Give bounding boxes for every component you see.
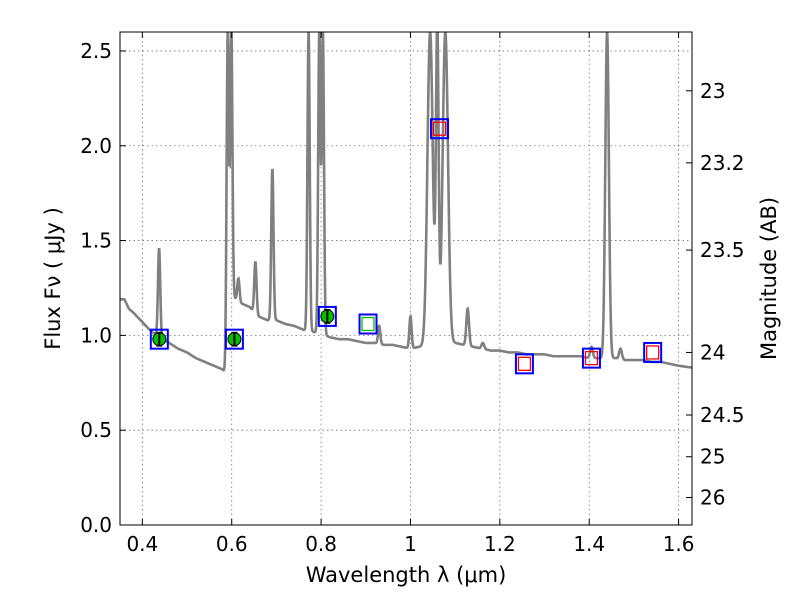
y-tick-label: 1.0 [80,323,112,347]
y2-axis-label: Magnitude (AB) [757,197,781,360]
y2-tick-label: 25 [700,445,725,469]
model-spectrum-line [120,32,692,372]
photometry-point-upper [643,341,663,363]
model-flux-box [514,353,534,375]
model-flux-box [149,328,169,350]
inner-marker [584,350,599,366]
x-tick-label: 1 [404,532,417,556]
y-tick-label: 2.5 [80,39,112,63]
y-tick-label: 2.0 [80,134,112,158]
x-tick-label: 0.8 [305,532,337,556]
photometry-points [149,118,663,375]
photometry-point-upper [581,347,601,369]
x-tick-label: 1.2 [484,532,516,556]
y2-tick-label: 24 [700,340,725,364]
inner-marker [361,316,375,332]
model-flux-box [317,305,337,327]
photometry-point-detection [224,328,244,350]
y2-tick-label: 23.2 [700,151,745,175]
model-flux-box [581,347,601,369]
y2-tick-label: 23.5 [700,238,745,262]
x-tick-label: 1.4 [573,532,605,556]
x-tick-label: 0.4 [126,532,158,556]
photometry-point-detection [149,328,169,350]
axis-ticks: 0.4 0.6 0.8 1 1.2 1.4 1.6 0.0 0.5 1.0 1.5 2.0 2.5 23 2… [80,32,745,556]
y-tick-label: 0.0 [80,513,112,537]
plot-frame [119,31,693,526]
photometry-point-detection [317,305,337,327]
x-tick-label: 0.6 [216,532,248,556]
photometry-point-upper [514,353,534,375]
y2-tick-label: 26 [700,486,725,510]
model-flux-box [224,328,244,350]
inner-marker [517,356,532,371]
y-tick-label: 0.5 [80,418,112,442]
model-flux-box [358,313,378,335]
x-axis-label: Wavelength λ (μm) [306,563,507,587]
inner-marker [646,345,660,360]
model-spectrum [120,32,692,372]
x-tick-label: 1.6 [663,532,695,556]
photometry-point-upper [430,118,450,140]
photometry-point-model_green [358,313,378,335]
inner-marker [432,121,447,136]
y-axis-label: Flux Fν ( μJy ) [41,207,65,350]
y2-tick-label: 23 [700,79,725,103]
grid-lines [120,32,692,526]
model-flux-box [430,118,450,140]
y-tick-label: 1.5 [80,229,112,253]
model-flux-box [643,341,663,363]
y2-tick-label: 24.5 [700,403,745,427]
